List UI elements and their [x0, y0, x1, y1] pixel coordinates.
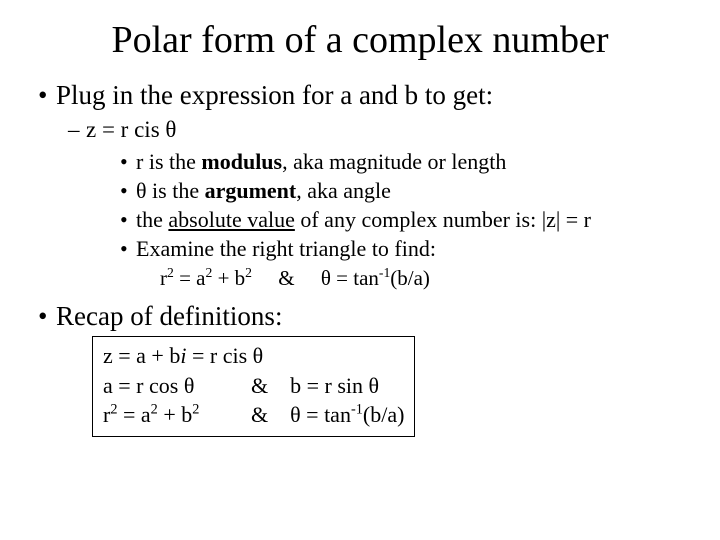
eq-part: (b/a) [363, 402, 405, 427]
dash-marker: – [68, 117, 86, 143]
eq-part: z = a + b [103, 343, 180, 368]
bullet-level-3: •Examine the right triangle to find: [30, 236, 690, 262]
eq-left: r2 = a2 + b2 [103, 400, 251, 430]
bullet-text: z = r cis θ [86, 117, 176, 142]
text-pre: θ is the [136, 178, 205, 203]
bullet-level-3: •θ is the argument, aka angle [30, 178, 690, 204]
amp: & [278, 266, 294, 290]
bullet-level-4: r2 = a2 + b2 & θ = tan-1(b/a) [30, 266, 690, 291]
bullet-level-2: –z = r cis θ [30, 117, 690, 143]
eq-part: θ = tan [321, 266, 379, 290]
text-pre: the [136, 207, 168, 232]
text-pre: r is the [136, 149, 201, 174]
eq-sup: 2 [167, 265, 174, 280]
bullet-level-3: •r is the modulus, aka magnitude or leng… [30, 149, 690, 175]
bullet-level-3: •the absolute value of any complex numbe… [30, 207, 690, 233]
recap-box: z = a + bi = r cis θ a = r cos θ& b = r … [92, 336, 415, 437]
eq-left: a = r cos θ [103, 371, 251, 401]
amp: & [251, 402, 268, 427]
bullet-text: Plug in the expression for a and b to ge… [56, 80, 493, 110]
eq-part: (b/a) [390, 266, 430, 290]
bullet-level-1: •Recap of definitions: [30, 301, 690, 332]
eq-part: + b [158, 402, 192, 427]
slide: Polar form of a complex number •Plug in … [0, 0, 720, 447]
eq-part: = r cis θ [186, 343, 263, 368]
text-underline: absolute value [168, 207, 294, 232]
dot-marker: • [120, 149, 136, 175]
eq-sup: 2 [245, 265, 252, 280]
dot-marker: • [120, 236, 136, 262]
eq-right: b = r sin θ [290, 373, 379, 398]
eq-right: θ = tan-1(b/a) [290, 402, 404, 427]
text-post: of any complex number is: |z| = r [295, 207, 591, 232]
eq-sup: -1 [351, 402, 363, 418]
box-row: r2 = a2 + b2& θ = tan-1(b/a) [103, 400, 404, 430]
text-post: , aka angle [296, 178, 391, 203]
eq-part: = a [117, 402, 150, 427]
bullet-marker: • [38, 301, 56, 332]
bullet-level-1: •Plug in the expression for a and b to g… [30, 80, 690, 111]
box-row: z = a + bi = r cis θ [103, 341, 404, 371]
bullet-text: Recap of definitions: [56, 301, 282, 331]
dot-marker: • [120, 207, 136, 233]
eq-part: = a [174, 266, 206, 290]
bullet-text: Examine the right triangle to find: [136, 236, 436, 261]
text-post: , aka magnitude or length [282, 149, 506, 174]
eq-sup: 2 [192, 402, 199, 418]
text-bold: modulus [201, 149, 282, 174]
dot-marker: • [120, 178, 136, 204]
bullet-marker: • [38, 80, 56, 111]
slide-title: Polar form of a complex number [30, 18, 690, 62]
eq-part: θ = tan [290, 402, 351, 427]
text-bold: argument [205, 178, 297, 203]
box-row: a = r cos θ& b = r sin θ [103, 371, 404, 401]
eq-part: + b [212, 266, 245, 290]
amp: & [251, 373, 268, 398]
eq-part: r [160, 266, 167, 290]
eq-sup: 2 [151, 402, 158, 418]
eq-sup: -1 [379, 265, 390, 280]
